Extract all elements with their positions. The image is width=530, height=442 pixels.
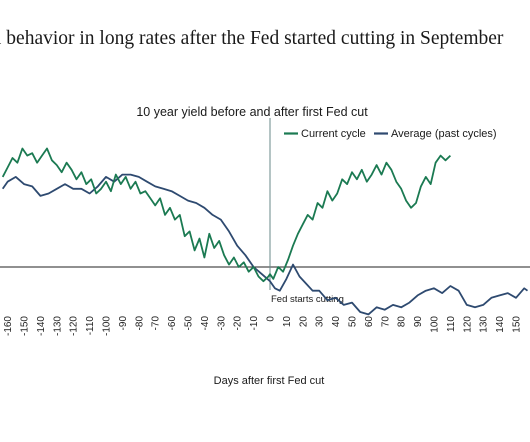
fed-cut-annotation: Fed starts cutting [271, 294, 344, 305]
series-line-current [1, 147, 452, 283]
x-tick-label: -40 [200, 316, 211, 331]
x-tick-labels: -160 -150 -140 -130 -120 -110 -100 -90 -80 -70 -60… [3, 316, 522, 336]
x-tick-label: -10 [249, 316, 260, 331]
x-tick-label: -150 [20, 316, 31, 336]
x-tick-label: 30 [315, 316, 326, 328]
legend-label-current: Current cycle [301, 128, 366, 140]
legend: Current cycle Average (past cycles) [284, 128, 497, 140]
x-tick-label: 120 [462, 316, 473, 333]
x-axis-title: Days after first Fed cut [214, 375, 325, 387]
x-tick-label: 10 [282, 316, 293, 328]
legend-label-average: Average (past cycles) [391, 128, 497, 140]
x-tick-label: 50 [348, 316, 359, 328]
x-tick-label: 70 [380, 316, 391, 328]
headline: l behavior in long rates after the Fed s… [0, 28, 504, 49]
x-tick-label: 150 [512, 316, 523, 333]
x-tick-label: 100 [430, 316, 441, 333]
x-tick-label: 110 [446, 316, 457, 332]
x-tick-label: -100 [102, 316, 113, 336]
x-tick-label: -50 [184, 316, 195, 331]
x-tick-label: 130 [479, 316, 490, 333]
x-tick-label: 90 [413, 316, 424, 328]
x-tick-label: -90 [118, 316, 129, 331]
x-tick-label: -60 [167, 316, 178, 331]
x-tick-label: -70 [151, 316, 162, 331]
x-tick-label: 80 [397, 316, 408, 328]
x-tick-label: 140 [495, 316, 506, 333]
x-tick-label: -160 [3, 316, 14, 336]
x-tick-label: 0 [266, 316, 277, 322]
x-tick-label: -30 [216, 316, 227, 331]
x-tick-label: 60 [364, 316, 375, 328]
chart-title: 10 year yield before and after first Fed… [136, 105, 368, 119]
x-tick-label: 20 [298, 316, 309, 328]
x-tick-label: -140 [36, 316, 47, 336]
series-line-average [1, 173, 529, 316]
x-tick-label: -130 [52, 316, 63, 336]
x-tick-label: -20 [233, 316, 244, 331]
x-tick-label: -110 [85, 316, 96, 336]
x-tick-label: 40 [331, 316, 342, 328]
x-tick-label: -120 [69, 316, 80, 336]
x-tick-label: -80 [134, 316, 145, 331]
